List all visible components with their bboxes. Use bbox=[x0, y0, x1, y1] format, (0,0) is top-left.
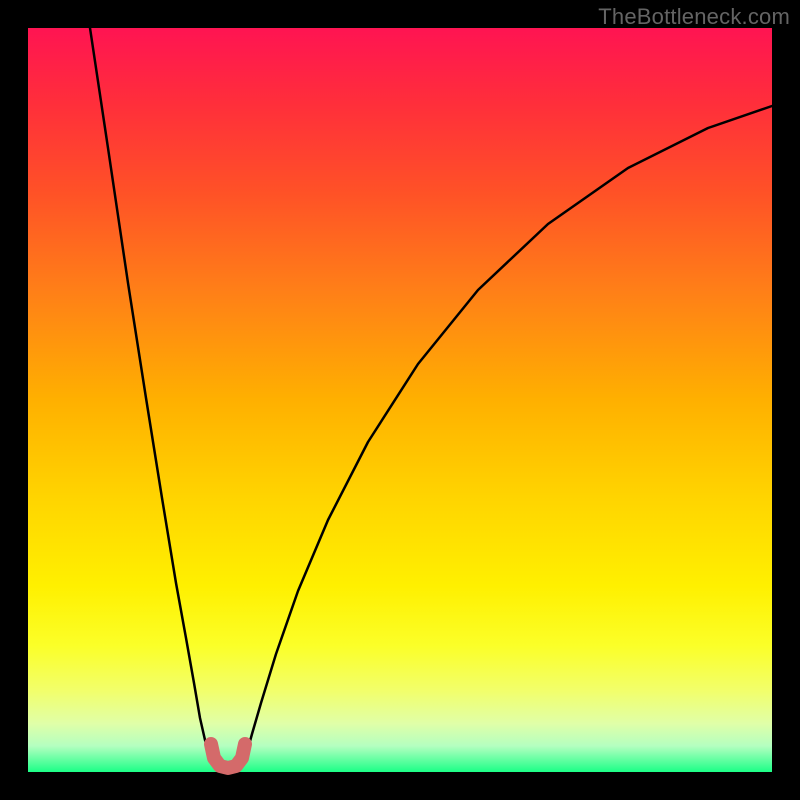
heat-gradient bbox=[28, 28, 772, 772]
attribution-label: TheBottleneck.com bbox=[598, 4, 790, 30]
chart-svg bbox=[0, 0, 800, 800]
bottleneck-chart: TheBottleneck.com bbox=[0, 0, 800, 800]
